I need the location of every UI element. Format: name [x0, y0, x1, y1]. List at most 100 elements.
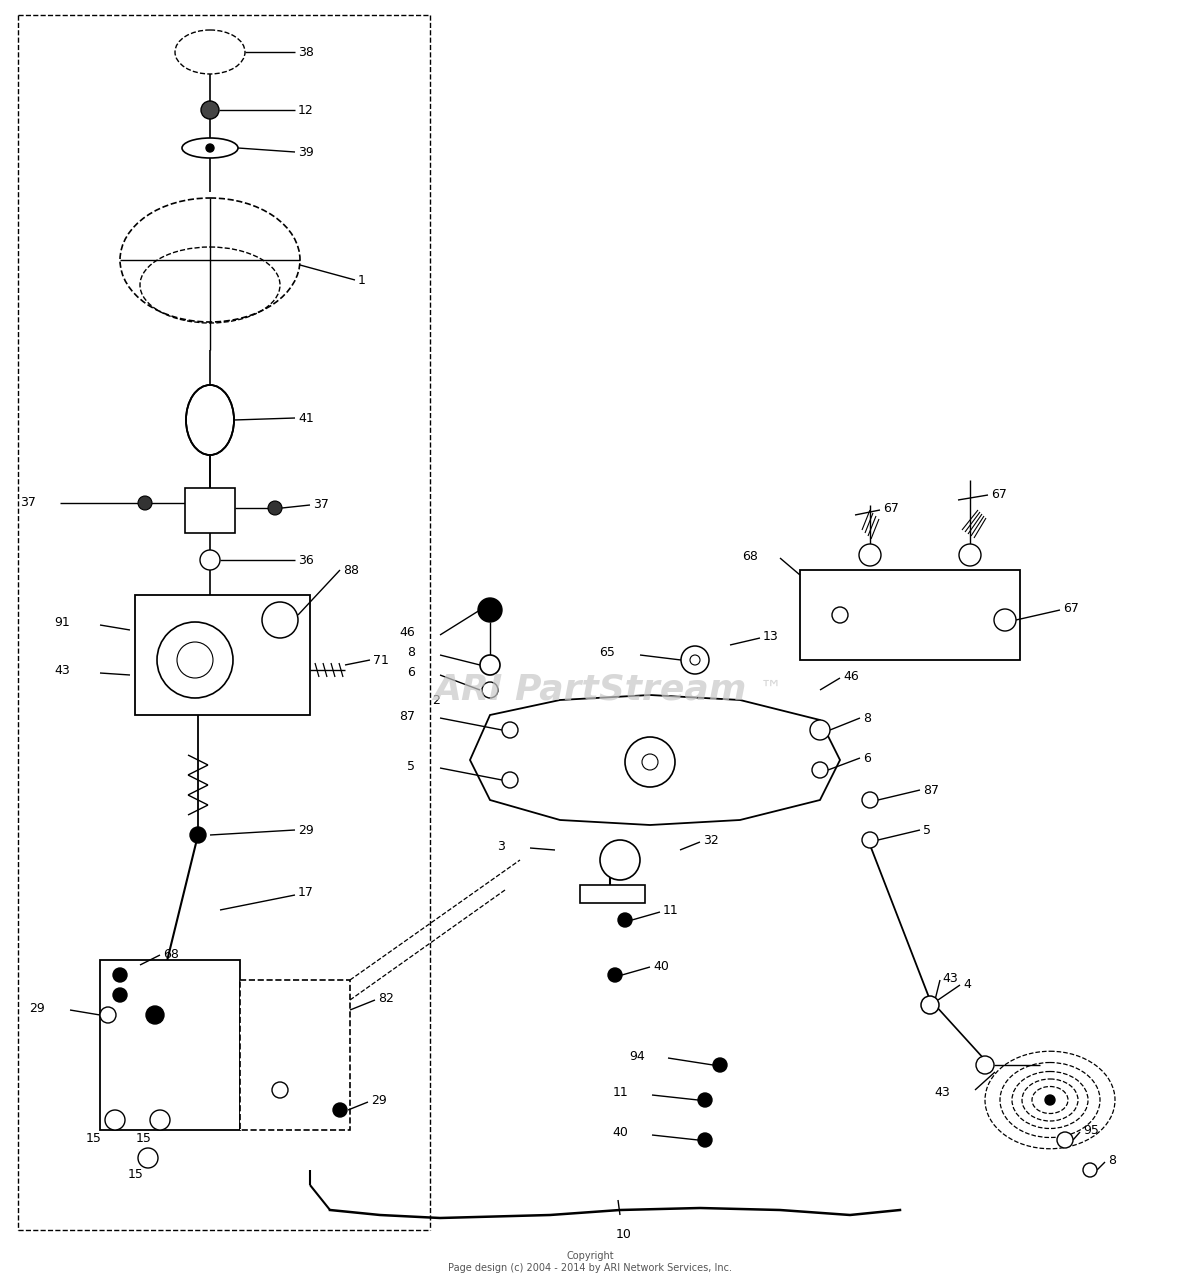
Text: 46: 46 [399, 626, 415, 639]
Bar [135, 596, 310, 714]
Circle shape [812, 762, 828, 778]
Text: 1: 1 [358, 273, 366, 286]
Circle shape [832, 607, 848, 622]
Circle shape [599, 840, 640, 881]
Circle shape [681, 645, 709, 674]
Text: ARI PartStream: ARI PartStream [433, 674, 747, 707]
Circle shape [190, 827, 206, 843]
Circle shape [642, 754, 658, 771]
Text: 40: 40 [653, 960, 669, 973]
Text: 15: 15 [136, 1131, 152, 1145]
Text: 82: 82 [378, 993, 394, 1006]
Polygon shape [470, 695, 840, 826]
Text: 12: 12 [299, 104, 314, 116]
Circle shape [699, 1134, 712, 1146]
Text: 71: 71 [373, 653, 389, 667]
Bar [185, 488, 235, 533]
Text: 15: 15 [129, 1168, 144, 1181]
Circle shape [100, 1007, 116, 1022]
Text: 46: 46 [843, 671, 859, 684]
Circle shape [201, 101, 219, 119]
Text: 68: 68 [742, 550, 758, 562]
Text: 29: 29 [371, 1094, 387, 1108]
Text: 4: 4 [963, 978, 971, 990]
Circle shape [105, 1111, 125, 1130]
Text: 40: 40 [612, 1126, 628, 1140]
Circle shape [478, 598, 502, 622]
Circle shape [859, 544, 881, 566]
Circle shape [618, 912, 632, 927]
Circle shape [138, 496, 152, 510]
Text: 3: 3 [497, 841, 505, 854]
Ellipse shape [182, 138, 238, 158]
Bar [100, 960, 240, 1130]
Bar [581, 884, 645, 904]
Circle shape [113, 967, 127, 982]
Circle shape [268, 501, 282, 515]
Circle shape [1083, 1163, 1097, 1177]
Text: 94: 94 [629, 1051, 645, 1063]
Text: 67: 67 [1063, 602, 1079, 616]
Text: 65: 65 [599, 647, 615, 659]
Text: 32: 32 [703, 835, 719, 847]
Text: 10: 10 [616, 1228, 631, 1241]
Circle shape [1057, 1132, 1073, 1148]
Text: 67: 67 [883, 502, 899, 515]
Text: 68: 68 [163, 947, 179, 961]
Text: 43: 43 [942, 973, 958, 985]
Text: 8: 8 [1108, 1154, 1116, 1168]
Circle shape [273, 1082, 288, 1098]
Text: 87: 87 [923, 783, 939, 796]
Ellipse shape [186, 385, 234, 455]
Bar [800, 570, 1020, 659]
Ellipse shape [177, 642, 214, 679]
Text: 37: 37 [313, 498, 329, 511]
Text: 17: 17 [299, 887, 314, 900]
Circle shape [206, 144, 214, 152]
Circle shape [713, 1058, 727, 1072]
Text: 11: 11 [663, 905, 678, 918]
Text: 43: 43 [935, 1086, 950, 1099]
Text: 39: 39 [299, 146, 314, 158]
Circle shape [863, 832, 878, 849]
Text: ™: ™ [760, 680, 782, 700]
Circle shape [922, 996, 939, 1013]
Text: 5: 5 [407, 759, 415, 772]
Text: 6: 6 [407, 667, 415, 680]
Text: 91: 91 [54, 616, 70, 630]
Circle shape [502, 772, 518, 789]
Text: 15: 15 [86, 1131, 101, 1145]
Text: 2: 2 [432, 694, 440, 707]
Bar [240, 980, 350, 1130]
Circle shape [199, 550, 219, 570]
Circle shape [625, 737, 675, 787]
Text: 8: 8 [407, 647, 415, 659]
Circle shape [333, 1103, 347, 1117]
Circle shape [502, 722, 518, 737]
Text: 5: 5 [923, 823, 931, 837]
Text: 11: 11 [612, 1086, 628, 1099]
Circle shape [976, 1056, 994, 1074]
Circle shape [690, 656, 700, 665]
Text: 13: 13 [763, 630, 779, 644]
Circle shape [481, 682, 498, 698]
Circle shape [262, 602, 299, 638]
Circle shape [157, 622, 232, 698]
Text: 67: 67 [991, 487, 1007, 501]
Circle shape [959, 544, 981, 566]
Circle shape [480, 656, 500, 675]
Text: 43: 43 [54, 665, 70, 677]
Text: 8: 8 [863, 712, 871, 725]
Text: 29: 29 [299, 823, 314, 837]
Text: 88: 88 [343, 564, 359, 576]
Circle shape [150, 1111, 170, 1130]
Circle shape [113, 988, 127, 1002]
Text: 38: 38 [299, 46, 314, 59]
Circle shape [608, 967, 622, 982]
Text: 36: 36 [299, 553, 314, 566]
Ellipse shape [188, 387, 232, 452]
Circle shape [809, 720, 830, 740]
Text: 87: 87 [399, 709, 415, 722]
Text: 37: 37 [20, 496, 37, 510]
Circle shape [863, 792, 878, 808]
